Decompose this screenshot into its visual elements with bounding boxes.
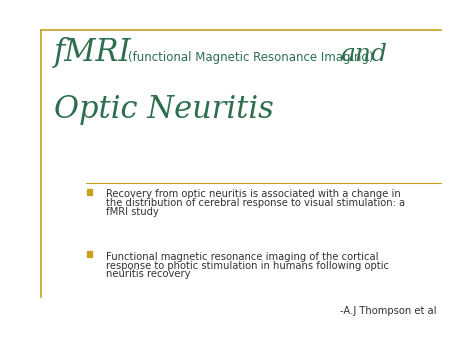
Text: fMRI study: fMRI study xyxy=(106,207,158,217)
Text: and: and xyxy=(340,43,387,66)
Text: the distribution of cerebral response to visual stimulation: a: the distribution of cerebral response to… xyxy=(106,198,405,208)
Text: neuritis recovery: neuritis recovery xyxy=(106,269,190,279)
Text: Functional magnetic resonance imaging of the cortical: Functional magnetic resonance imaging of… xyxy=(106,252,378,262)
Bar xyxy=(87,189,92,195)
Bar xyxy=(87,251,92,258)
Text: (functional Magnetic Resonance Imaging): (functional Magnetic Resonance Imaging) xyxy=(128,51,374,64)
Text: Recovery from optic neuritis is associated with a change in: Recovery from optic neuritis is associat… xyxy=(106,189,400,199)
Text: response to photic stimulation in humans following optic: response to photic stimulation in humans… xyxy=(106,261,389,270)
Text: -A.J Thompson et al: -A.J Thompson et al xyxy=(340,306,436,316)
Text: fMRI: fMRI xyxy=(54,37,131,68)
Text: Optic Neuritis: Optic Neuritis xyxy=(54,94,274,125)
